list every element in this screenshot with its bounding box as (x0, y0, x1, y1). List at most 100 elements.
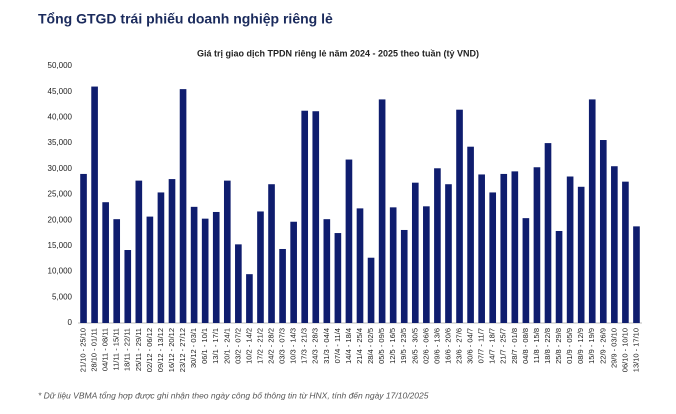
x-tick-label: 30/12 - 03/1 (189, 328, 198, 368)
y-tick-label: 0 (68, 318, 73, 327)
y-tick-label: 45,000 (48, 87, 73, 96)
y-tick-label: 50,000 (48, 61, 73, 70)
y-tick-label: 40,000 (48, 113, 73, 122)
bar (91, 86, 98, 323)
x-tick-label: 09/12 - 13/12 (156, 328, 165, 372)
bar (124, 250, 132, 323)
chart-title: Giá trị giao dịch TPDN riêng lẻ năm 2024… (197, 48, 479, 58)
bar (555, 230, 563, 323)
x-tick-label: 19/5 - 23/5 (399, 328, 408, 364)
x-tick-label: 13/1 - 17/1 (211, 328, 220, 364)
page-title: Tổng GTGD trái phiếu doanh nghiệp riêng … (38, 11, 333, 27)
y-tick-label: 35,000 (48, 138, 73, 147)
x-tick-label: 10/2 - 14/2 (244, 328, 253, 364)
bar (345, 159, 353, 323)
x-tick-label: 04/11 - 08/11 (101, 328, 110, 371)
x-tick-label: 02/12 - 06/12 (145, 328, 154, 372)
x-tick-label: 23/12 - 27/12 (178, 328, 187, 372)
bar (113, 219, 121, 323)
bar (157, 192, 165, 323)
x-tick-label: 31/3 - 04/4 (322, 328, 331, 364)
bar (500, 173, 508, 323)
x-tick-label: 28/4 - 02/5 (366, 328, 375, 364)
bar (312, 111, 320, 324)
bar (423, 206, 430, 323)
bar (168, 179, 176, 323)
x-tick-label: 05/5 - 09/5 (377, 328, 386, 364)
x-tick-label: 12/5 - 16/5 (388, 328, 397, 364)
x-tick-label: 10/3 - 14/3 (289, 328, 298, 364)
bar (511, 171, 519, 323)
x-tick-label: 16/12 - 20/12 (167, 328, 176, 372)
bar (434, 168, 441, 323)
bar (323, 219, 331, 323)
bar (301, 110, 309, 323)
x-tick-label: 18/8 - 22/8 (543, 328, 552, 364)
bar (533, 167, 541, 323)
bar (190, 206, 198, 323)
x-tick-label: 14/7 - 18/7 (488, 328, 497, 364)
x-tick-label: 16/6 - 20/6 (443, 328, 452, 364)
x-tick-label: 06/1 - 10/1 (200, 328, 209, 364)
x-tick-label: 17/3 - 21/3 (300, 328, 309, 364)
bar (223, 180, 231, 323)
bar (633, 226, 640, 323)
bar (80, 173, 87, 323)
bar (389, 207, 397, 323)
x-tick-label: 25/8 - 29/8 (554, 328, 563, 364)
bar (622, 181, 629, 323)
x-tick-label: 22/9 - 26/9 (598, 328, 607, 364)
x-tick-label: 01/9 - 05/9 (565, 328, 574, 364)
footnote: * Dữ liệu VBMA tổng hợp được ghi nhận th… (38, 390, 429, 400)
x-tick-label: 15/9 - 19/9 (587, 328, 596, 364)
bar (378, 99, 386, 323)
bar (544, 143, 552, 323)
bar (566, 176, 574, 323)
bar (522, 218, 530, 323)
bar (268, 184, 275, 323)
bar (246, 274, 253, 323)
bar (356, 208, 364, 323)
bar (478, 174, 485, 323)
x-tick-label: 07/7 - 11/7 (477, 328, 486, 363)
bar (489, 192, 497, 323)
bar (135, 180, 143, 323)
bar (179, 89, 187, 323)
x-tick-label: 11/8 - 15/8 (532, 328, 541, 363)
bar (212, 211, 220, 323)
x-tick-label: 28/10 - 01/11 (90, 328, 99, 372)
bar (235, 244, 242, 323)
x-tick-label: 08/9 - 12/9 (576, 328, 585, 364)
x-tick-label: 24/3 - 28/3 (311, 328, 320, 364)
bar (599, 140, 607, 323)
x-tick-label: 17/2 - 21/2 (255, 328, 264, 364)
bar (411, 182, 419, 323)
x-tick-label: 07/4 - 11/4 (333, 328, 342, 363)
bar (146, 216, 154, 323)
bar (290, 221, 297, 323)
x-tick-label: 18/11 - 22/11 (123, 328, 132, 371)
x-tick-label: 21/10 - 25/10 (79, 328, 88, 372)
x-tick-label: 30/6 - 04/7 (466, 328, 475, 364)
bar (367, 257, 375, 323)
x-tick-label: 26/5 - 30/5 (410, 328, 419, 364)
x-tick-label: 29/9 - 03/10 (609, 328, 618, 368)
y-tick-label: 20,000 (48, 215, 73, 224)
bar (445, 184, 452, 323)
bar (456, 109, 463, 323)
y-tick-label: 15,000 (48, 241, 73, 250)
bar (334, 233, 342, 323)
x-tick-label: 25/11 - 29/11 (134, 328, 143, 371)
x-tick-label: 24/2 - 28/2 (267, 328, 276, 364)
y-tick-label: 30,000 (48, 164, 73, 173)
bar (611, 166, 618, 323)
x-tick-label: 02/6 - 06/6 (421, 328, 430, 364)
x-tick-label: 13/10 - 17/10 (631, 328, 640, 372)
x-tick-label: 09/6 - 13/6 (432, 328, 441, 364)
x-tick-label: 20/1 - 24/1 (222, 328, 231, 364)
bar (588, 99, 596, 323)
x-tick-label: 21/7 - 25/7 (499, 328, 508, 364)
x-tick-label: 21/4 - 25/4 (355, 328, 364, 364)
bar (279, 248, 286, 323)
